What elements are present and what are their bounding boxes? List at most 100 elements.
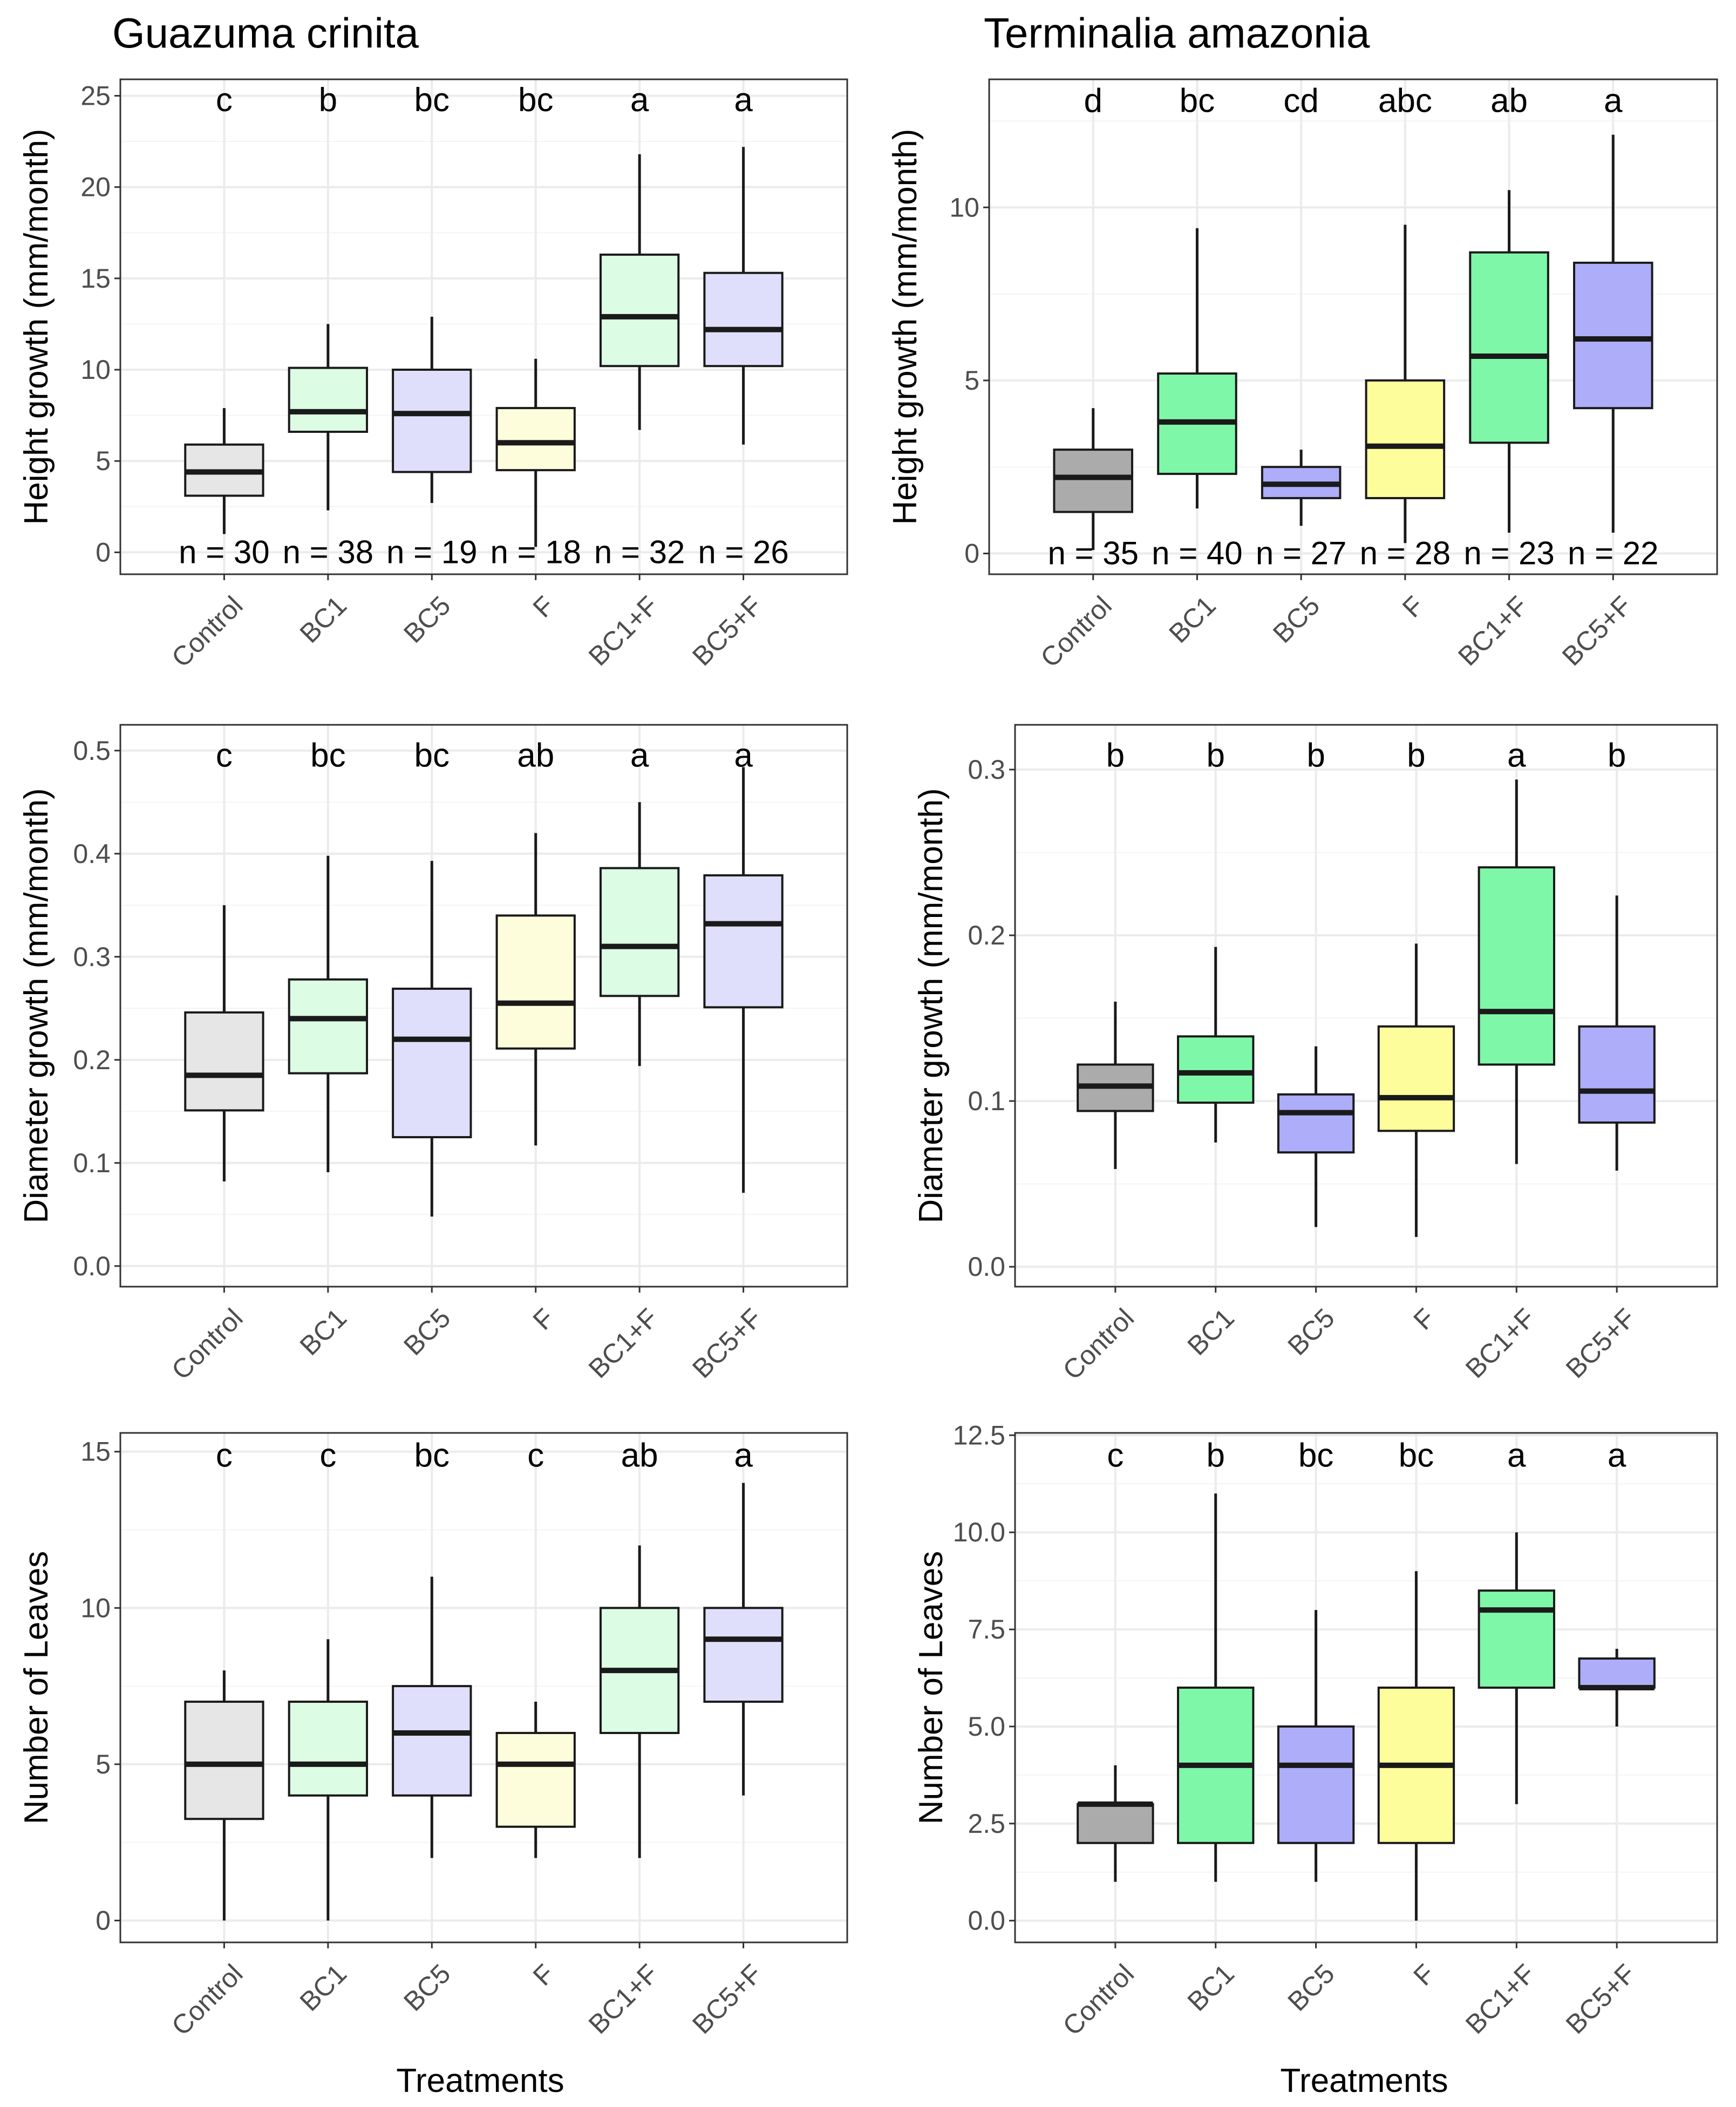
box-iqr — [392, 369, 472, 473]
box-f — [495, 358, 576, 547]
box-bc5 — [392, 1576, 472, 1858]
box-iqr — [599, 253, 680, 368]
y-tick-label: 10 — [80, 1593, 111, 1623]
y-axis-title: Height growth (mm/month) — [887, 129, 924, 525]
box-iqr — [495, 407, 576, 472]
y-tick-label: 15 — [80, 263, 111, 294]
y-tick-label: 2.5 — [968, 1809, 1005, 1839]
significance-letter: a — [734, 1437, 753, 1474]
y-tick-label: 10 — [80, 355, 111, 385]
box-bc5-plus-f — [703, 767, 784, 1193]
significance-letter: ab — [517, 737, 554, 774]
box-bc5-plus-f — [1578, 1649, 1656, 1727]
box-iqr — [1177, 1035, 1255, 1104]
box-bc5-plus-f — [703, 1483, 784, 1796]
species-title-left: Guazuma crinita — [112, 9, 419, 57]
box-bc1 — [1177, 1493, 1255, 1882]
box-bc1-plus-f — [1469, 190, 1549, 533]
significance-letter: b — [1206, 737, 1224, 774]
box-iqr — [703, 874, 784, 1009]
box-control — [1053, 408, 1133, 550]
box-bc5-plus-f — [1578, 895, 1656, 1171]
box-iqr — [599, 867, 680, 997]
panel-border — [1014, 724, 1718, 1288]
significance-letter: bc — [310, 737, 345, 774]
significance-letter: b — [1608, 737, 1626, 774]
panel-border — [1014, 1432, 1718, 1943]
sample-size-label: n = 18 — [490, 534, 581, 570]
box-iqr — [184, 1701, 264, 1820]
sample-size-label: n = 26 — [698, 534, 789, 570]
y-axis-title: Number of Leaves — [18, 1551, 55, 1825]
significance-letter: b — [319, 81, 337, 119]
box-iqr — [1478, 1589, 1555, 1689]
box-iqr — [1469, 251, 1549, 444]
y-tick-label: 0.4 — [73, 839, 111, 869]
y-tick-label: 15 — [80, 1437, 111, 1467]
significance-letter: bc — [518, 81, 553, 119]
box-f — [495, 1702, 576, 1858]
y-tick-label: 0.2 — [73, 1045, 111, 1075]
box-control — [184, 408, 264, 534]
sample-size-label: n = 19 — [386, 534, 478, 570]
chart-panel-1: c b bc bc a a n = 30 n = 38 n = 19 n = 18 n = 32 n … — [18, 78, 848, 673]
box-bc5 — [1261, 450, 1342, 526]
y-axis-title: Diameter growth (mm/month) — [18, 788, 55, 1223]
box-f — [1377, 943, 1455, 1237]
significance-letter: c — [216, 81, 233, 119]
box-iqr — [392, 1685, 472, 1797]
sample-size-label: n = 30 — [179, 534, 270, 570]
y-axis-title: Number of Leaves — [913, 1551, 950, 1825]
box-bc1-plus-f — [599, 154, 680, 430]
box-iqr — [703, 1607, 784, 1703]
box-iqr — [288, 366, 369, 433]
y-axis-title: Diameter growth (mm/month) — [913, 788, 950, 1223]
significance-letter: d — [1084, 82, 1102, 119]
y-tick-label: 5.0 — [968, 1711, 1005, 1742]
box-bc1 — [1177, 947, 1255, 1143]
significance-letter: a — [630, 737, 649, 774]
box-iqr — [288, 1701, 369, 1797]
box-iqr — [1077, 1803, 1154, 1844]
significance-letter: bc — [414, 81, 450, 119]
box-bc5-plus-f — [703, 147, 784, 445]
box-iqr — [1377, 1025, 1455, 1132]
box-iqr — [1578, 1025, 1656, 1124]
panel-background — [1015, 725, 1717, 1287]
panel-border — [119, 724, 848, 1288]
box-iqr — [288, 978, 369, 1075]
y-tick-label: 20 — [80, 172, 111, 202]
box-f — [1377, 1571, 1455, 1921]
significance-letter: c — [216, 1437, 233, 1474]
significance-letter: c — [1107, 1437, 1124, 1474]
sample-size-label: n = 32 — [594, 534, 685, 570]
significance-letter: ab — [621, 1437, 658, 1474]
box-iqr — [1053, 448, 1133, 513]
significance-letter: a — [1507, 737, 1526, 774]
y-tick-label: 0.1 — [968, 1086, 1005, 1116]
significance-letter: b — [1106, 737, 1125, 774]
y-tick-label: 5 — [96, 446, 111, 476]
significance-letter: cd — [1283, 82, 1318, 119]
panel-border — [119, 78, 848, 575]
significance-letter: b — [1206, 1437, 1224, 1474]
box-bc5 — [1277, 1610, 1355, 1882]
significance-letter: c — [527, 1437, 544, 1474]
box-bc5 — [1277, 1046, 1355, 1227]
box-iqr — [495, 1731, 576, 1828]
significance-letter: bc — [1180, 82, 1215, 119]
box-iqr — [703, 271, 784, 368]
y-tick-label: 0.0 — [968, 1252, 1005, 1282]
significance-letter: a — [1608, 1437, 1626, 1474]
box-control — [1077, 1001, 1154, 1169]
sample-size-label: n = 28 — [1360, 535, 1451, 572]
box-bc1 — [288, 855, 369, 1172]
sample-size-label: n = 22 — [1568, 535, 1659, 572]
y-tick-label: 0 — [964, 539, 979, 569]
box-bc1-plus-f — [599, 802, 680, 1066]
y-tick-label: 0.0 — [968, 1906, 1005, 1936]
sample-size-label: n = 27 — [1256, 535, 1347, 572]
box-bc1-plus-f — [1478, 779, 1555, 1164]
